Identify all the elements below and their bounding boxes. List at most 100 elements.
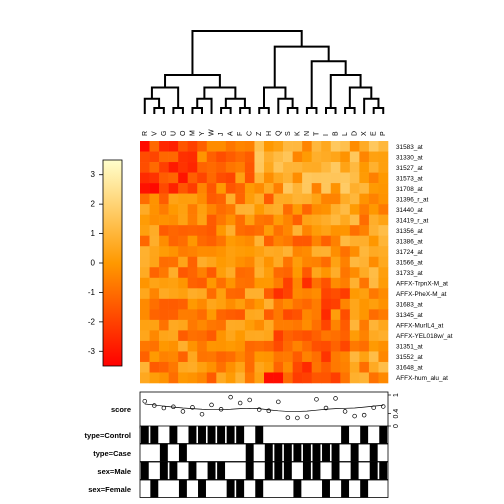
- heatmap-cell: [321, 172, 332, 184]
- heatmap-cell: [206, 309, 217, 321]
- heatmap-cell: [140, 162, 150, 173]
- heatmap-cell: [368, 330, 379, 342]
- heatmap-cell: [140, 183, 150, 194]
- heatmap-cell: [321, 162, 332, 173]
- heatmap-cell: [302, 193, 312, 205]
- heatmap-cell: [140, 235, 150, 247]
- heatmap-cell: [178, 162, 188, 173]
- heatmap-cell: [159, 267, 169, 279]
- heatmap-cell: [273, 141, 284, 152]
- heatmap-cell: [273, 277, 284, 289]
- heatmap-cell: [206, 340, 217, 352]
- heatmap-cell: [302, 225, 312, 236]
- heatmap-cell: [168, 151, 179, 163]
- heatmap-cell: [273, 330, 284, 342]
- heatmap-cell: [159, 277, 169, 289]
- heatmap-cell: [330, 309, 341, 321]
- heatmap-cell: [244, 361, 255, 373]
- heatmap-cell: [225, 319, 236, 331]
- heatmap-cell: [283, 288, 293, 300]
- binary-cell: [236, 480, 245, 498]
- heatmap-cell: [330, 235, 341, 247]
- score-point: [380, 404, 386, 409]
- heatmap-cell: [349, 246, 360, 258]
- heatmap-cell: [264, 193, 274, 205]
- dendrogram-branch: [363, 97, 380, 114]
- heatmap-cell: [244, 351, 255, 363]
- heatmap-cell: [197, 330, 208, 342]
- heatmap-cell: [244, 288, 255, 300]
- row-label: 31683_at: [396, 302, 423, 309]
- binary-track: [139, 461, 389, 480]
- heatmap-cell: [321, 361, 332, 373]
- row-label: 31724_at: [396, 249, 423, 256]
- heatmap-cell: [378, 214, 389, 226]
- heatmap-cell: [254, 172, 265, 184]
- row-label: 31396_r_at: [396, 196, 429, 203]
- color-key-tick-label: 3: [91, 170, 96, 179]
- heatmap-cell: [378, 288, 389, 300]
- heatmap-cell: [206, 225, 217, 236]
- score-point: [285, 415, 291, 420]
- heatmap-cell: [292, 319, 303, 331]
- column-label: E: [371, 131, 378, 136]
- binary-cell: [302, 462, 311, 480]
- score-track-box: [139, 391, 389, 429]
- heatmap-cell: [283, 298, 293, 310]
- heatmap-cell: [340, 214, 351, 226]
- binary-track: [139, 443, 389, 462]
- binary-cell: [140, 462, 149, 480]
- dendrogram-branch: [286, 107, 299, 114]
- heatmap-cell: [197, 256, 208, 268]
- heatmap-cell: [368, 288, 379, 300]
- heatmap-cell: [225, 246, 236, 258]
- heatmap-cell: [206, 372, 217, 384]
- column-label: Q: [275, 130, 282, 136]
- binary-cell: [350, 462, 359, 480]
- heatmap-cell: [273, 235, 284, 247]
- heatmap-cell: [273, 151, 284, 163]
- heatmap-cell: [264, 267, 274, 279]
- heatmap-cell: [283, 193, 293, 205]
- heatmap-cell: [311, 141, 322, 152]
- heatmap-cell: [235, 267, 246, 279]
- heatmap-cell: [140, 277, 150, 289]
- heatmap-cell: [321, 340, 332, 352]
- heatmap-cell: [254, 309, 265, 321]
- heatmap-cell: [378, 330, 389, 342]
- heatmap-cell: [340, 277, 351, 289]
- heatmap-cell: [292, 162, 303, 173]
- heatmap-cell: [359, 172, 370, 184]
- heatmap-cell: [225, 162, 236, 173]
- heatmap-cell: [197, 267, 208, 279]
- heatmap-cell: [378, 319, 389, 331]
- heatmap-cell: [149, 151, 160, 163]
- heatmap-cell: [321, 256, 332, 268]
- heatmap-cell: [378, 204, 389, 215]
- heatmap-cell: [235, 298, 246, 310]
- binary-cell: [159, 462, 168, 480]
- binary-cell: [274, 462, 283, 480]
- heatmap-cell: [330, 172, 341, 184]
- score-point: [161, 405, 167, 411]
- heatmap-cell: [311, 309, 322, 321]
- heatmap-cell: [178, 193, 188, 205]
- heatmap-cell: [149, 235, 160, 247]
- heatmap-cell: [283, 340, 293, 352]
- score-point: [256, 407, 262, 412]
- binary-cell: [379, 462, 388, 480]
- heatmap-cell: [349, 277, 360, 289]
- heatmap-cell: [330, 151, 341, 163]
- heatmap-cell: [140, 288, 150, 300]
- binary-track-label: type=Control: [85, 431, 131, 440]
- heatmap-cell: [292, 256, 303, 268]
- heatmap-cell: [359, 183, 370, 194]
- heatmap-cell: [283, 214, 293, 226]
- dendrogram-branch: [191, 30, 303, 76]
- heatmap-cell: [235, 151, 246, 163]
- heatmap-cell: [206, 141, 217, 152]
- heatmap-cell: [140, 309, 150, 321]
- heatmap-cell: [349, 204, 360, 215]
- heatmap-cell: [311, 204, 322, 215]
- heatmap-cell: [216, 277, 227, 289]
